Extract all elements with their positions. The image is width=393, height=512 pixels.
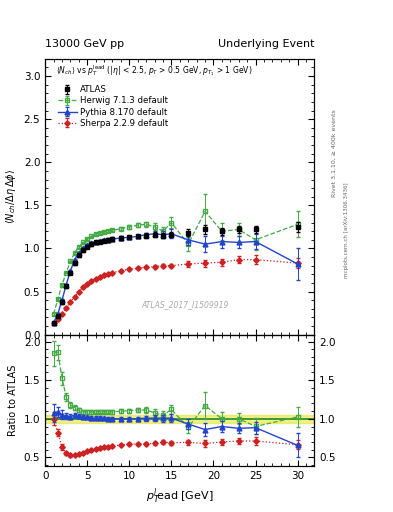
Y-axis label: $\langle N_{ch} / \Delta\eta\,\Delta\phi \rangle$: $\langle N_{ch} / \Delta\eta\,\Delta\phi… [4,169,18,224]
Y-axis label: Ratio to ATLAS: Ratio to ATLAS [8,365,18,436]
Text: ATLAS_2017_I1509919: ATLAS_2017_I1509919 [141,300,229,309]
Bar [45,415,314,423]
Text: $\langle N_{ch}\rangle$ vs $p_T^{\rm lead}$ ($|\eta|$ < 2.5, $p_T$ > 0.5 GeV, $p: $\langle N_{ch}\rangle$ vs $p_T^{\rm lea… [56,63,252,78]
Text: Underlying Event: Underlying Event [218,38,314,49]
X-axis label: $p_T^l\!$ead [GeV]: $p_T^l\!$ead [GeV] [146,486,213,506]
Legend: ATLAS, Herwig 7.1.3 default, Pythia 8.170 default, Sherpa 2.2.9 default: ATLAS, Herwig 7.1.3 default, Pythia 8.17… [58,85,168,127]
Text: mcplots.cern.ch [arXiv:1306.3436]: mcplots.cern.ch [arXiv:1306.3436] [344,183,349,278]
Text: 13000 GeV pp: 13000 GeV pp [45,38,124,49]
Text: Rivet 3.1.10, ≥ 400k events: Rivet 3.1.10, ≥ 400k events [332,110,337,198]
